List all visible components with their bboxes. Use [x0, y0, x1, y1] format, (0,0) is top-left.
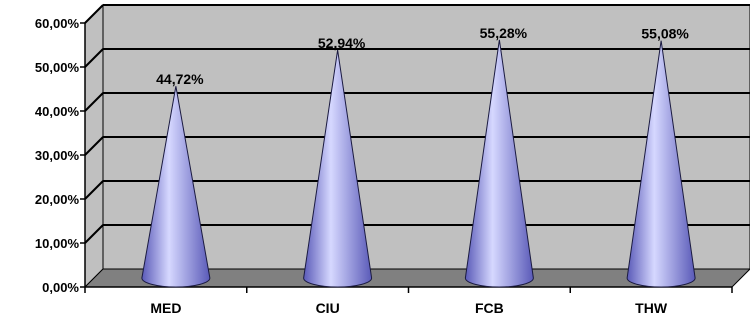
y-tick-label: 10,00%	[35, 236, 80, 251]
gridline-side	[84, 4, 104, 24]
x-tick-label: FCB	[475, 300, 504, 316]
data-label: 44,72%	[156, 71, 204, 87]
data-label: 55,08%	[641, 26, 689, 42]
data-labels: 44,72% 52,94% 55,28% 55,08%	[156, 25, 689, 87]
y-tick-label: 0,00%	[42, 280, 79, 295]
cone-thw	[626, 40, 696, 288]
gridline-side	[84, 92, 104, 112]
data-label: 55,28%	[480, 25, 528, 41]
gridline-side	[84, 180, 104, 200]
x-tick-label: MED	[150, 300, 181, 316]
gridline-side	[84, 224, 104, 244]
x-axis: MED CIU FCB THW	[84, 286, 733, 316]
y-tick-label: 40,00%	[35, 104, 80, 119]
data-label: 52,94%	[318, 35, 366, 51]
y-tick-label: 50,00%	[35, 60, 80, 75]
x-tick-label: THW	[635, 300, 668, 316]
plot-area	[83, 3, 750, 289]
cone-med	[141, 86, 211, 288]
y-axis: 0,00% 10,00% 20,00% 30,00% 40,00% 50,00% 60,00…	[35, 16, 86, 295]
gridline-side	[84, 136, 104, 156]
y-tick-label: 30,00%	[35, 148, 80, 163]
x-tick-label: CIU	[316, 300, 340, 316]
cone-fcb	[464, 39, 534, 288]
cone-series	[141, 39, 696, 288]
y-tick-label: 60,00%	[35, 16, 80, 31]
y-tick-label: 20,00%	[35, 192, 80, 207]
gridline-side	[84, 48, 104, 68]
cone-ciu	[303, 49, 373, 288]
